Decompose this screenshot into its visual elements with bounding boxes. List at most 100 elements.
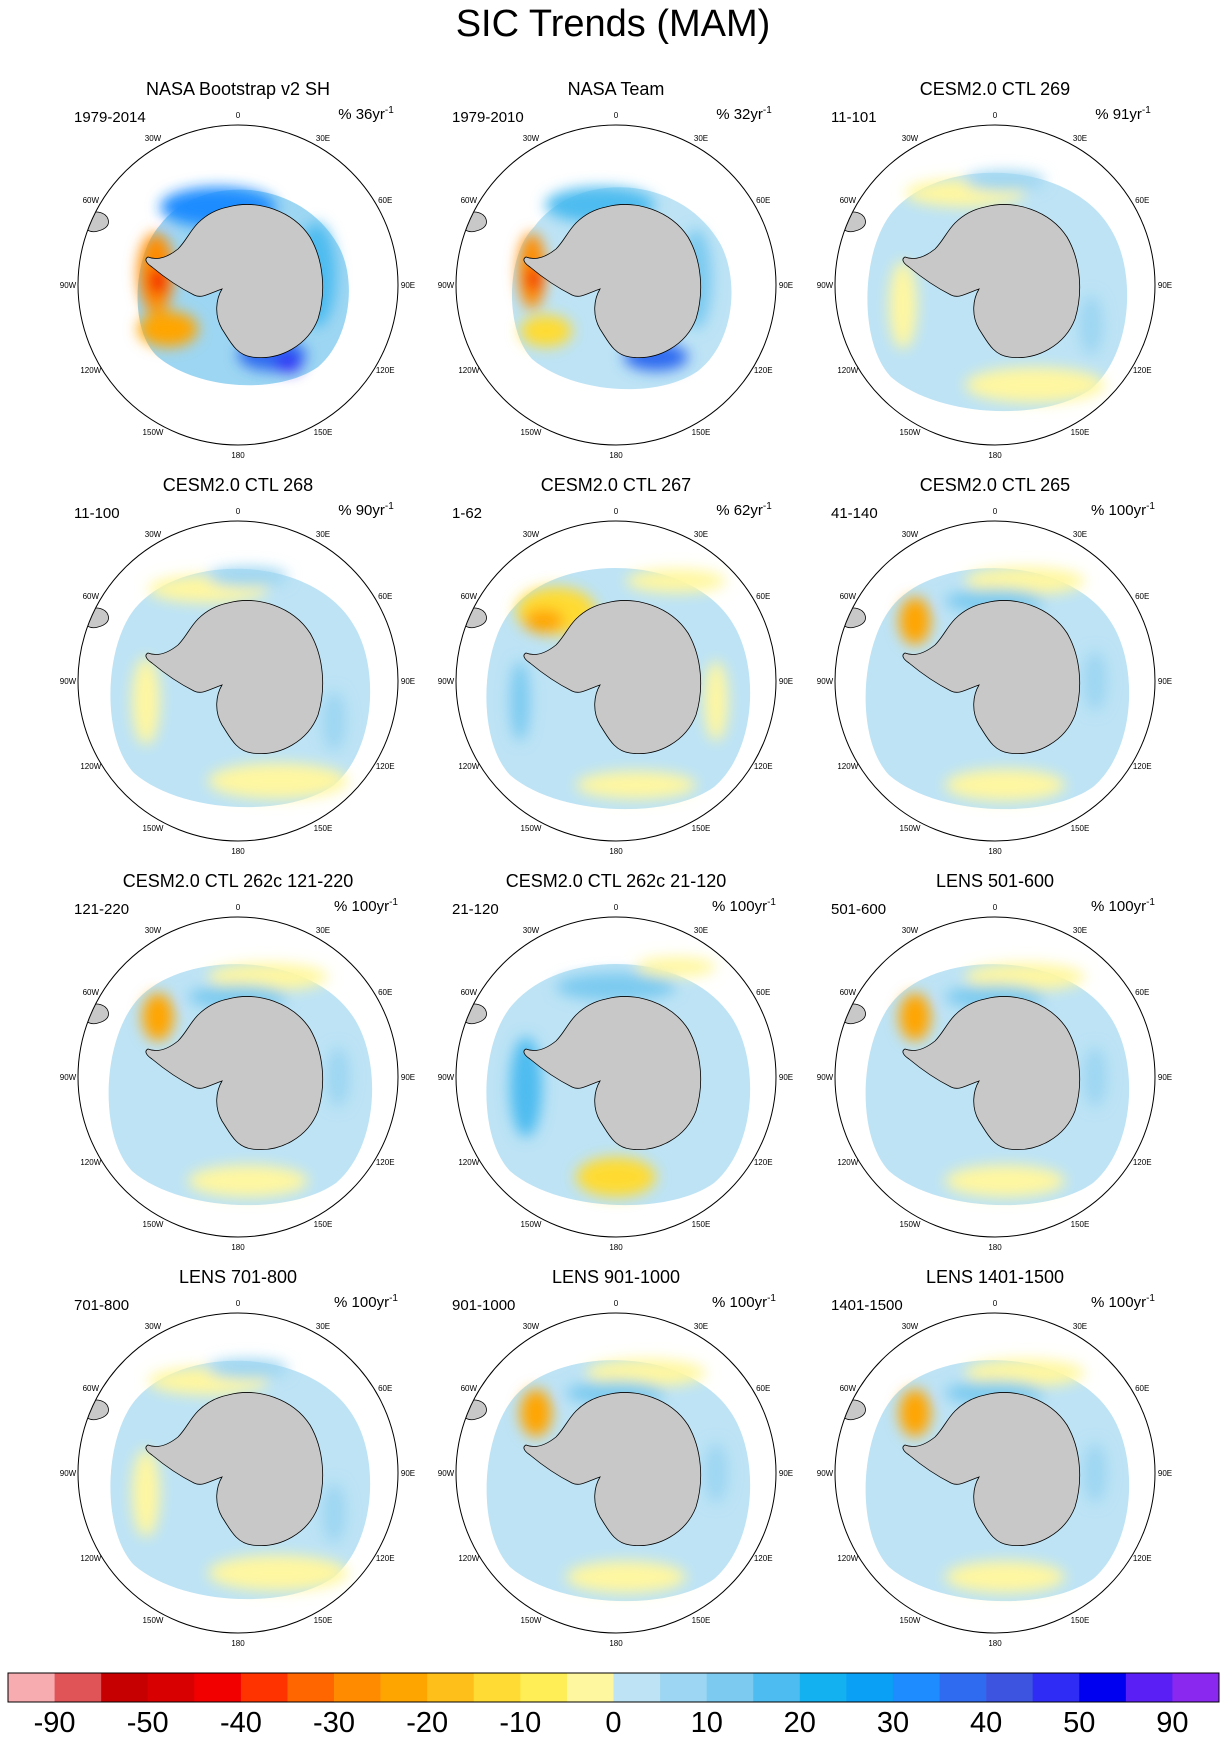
colorbar-swatch-16 (706, 1673, 754, 1702)
panel-units: % 100yr-1 (1091, 1293, 1155, 1311)
lon-label-60e: 60E (756, 196, 770, 205)
colorbar-swatch-10 (427, 1673, 475, 1702)
panel-period: 1979-2014 (74, 109, 146, 126)
lon-label-90w: 90W (60, 1469, 77, 1478)
panel-4: 0 30E 60E 90E 120E 150E 180 150W 120W 90W 60W 30W CE… (60, 475, 415, 856)
lon-label-60e: 60E (378, 196, 392, 205)
lon-label-30e: 30E (694, 1322, 708, 1331)
panel-units: % 91yr-1 (1095, 105, 1151, 123)
colorbar-swatch-6 (240, 1673, 288, 1702)
panel-title: CESM2.0 CTL 265 (920, 475, 1070, 495)
panel-period: 1-62 (452, 505, 482, 522)
polar-map (835, 521, 1155, 841)
colorbar-swatch-4 (147, 1673, 195, 1702)
lon-label-150e: 150E (1071, 824, 1090, 833)
lon-label-30e: 30E (316, 1322, 330, 1331)
lon-label-30w: 30W (145, 926, 162, 935)
colorbar-swatch-8 (334, 1673, 381, 1702)
lon-label-90w: 90W (817, 677, 834, 686)
panel-title: CESM2.0 CTL 269 (920, 79, 1070, 99)
panel-8: 0 30E 60E 90E 120E 150E 180 150W 120W 90W 60W 30W CE… (438, 871, 793, 1252)
lon-label-90w: 90W (438, 1073, 455, 1082)
lon-label-90w: 90W (817, 281, 834, 290)
lon-label-120e: 120E (1133, 366, 1152, 375)
lon-label-180: 180 (609, 1639, 623, 1648)
colorbar-swatch-17 (753, 1673, 801, 1702)
lon-label-60e: 60E (1135, 988, 1149, 997)
lon-label-120w: 120W (80, 1158, 101, 1167)
panel-1: 0 30E 60E 90E 120E 150E 180 150W 120W 90W 60W 30W NA… (60, 79, 415, 460)
lon-label-30w: 30W (902, 134, 919, 143)
colorbar-swatch-3 (101, 1673, 149, 1702)
lon-label-150w: 150W (900, 824, 921, 833)
lon-label-180: 180 (231, 451, 245, 460)
panel-units: % 36yr-1 (338, 105, 394, 123)
map-border (834, 916, 1156, 1238)
lon-label-120w: 120W (458, 1554, 479, 1563)
lon-label-90w: 90W (438, 677, 455, 686)
colorbar-swatch-26 (1172, 1673, 1220, 1702)
map-border (77, 520, 399, 842)
lon-label-30w: 30W (523, 1322, 540, 1331)
panel-2: 0 30E 60E 90E 120E 150E 180 150W 120W 90W 60W 30W NA… (438, 79, 793, 460)
map-border (77, 1312, 399, 1634)
lon-label-120e: 120E (376, 1158, 395, 1167)
lon-label-150w: 150W (143, 1616, 164, 1625)
colorbar-tick-label: -50 (127, 1707, 169, 1738)
lon-label-60e: 60E (378, 988, 392, 997)
lon-label-150e: 150E (692, 428, 711, 437)
panel-title: CESM2.0 CTL 267 (541, 475, 691, 495)
lon-label-120e: 120E (754, 1158, 773, 1167)
lon-label-60w: 60W (461, 988, 478, 997)
panel-period: 21-120 (452, 901, 499, 918)
colorbar-swatch-25 (1125, 1673, 1173, 1702)
lon-label-0: 0 (993, 507, 998, 516)
panel-title: LENS 901-1000 (552, 1267, 680, 1287)
lon-label-0: 0 (614, 507, 619, 516)
lon-label-30w: 30W (902, 926, 919, 935)
polar-map (78, 125, 398, 445)
colorbar-tick-label: 30 (877, 1707, 909, 1738)
polar-map (456, 1313, 776, 1633)
lon-label-150w: 150W (521, 1616, 542, 1625)
panel-units: % 32yr-1 (716, 105, 772, 123)
lon-label-150w: 150W (521, 1220, 542, 1229)
lon-label-60w: 60W (83, 988, 100, 997)
lon-label-0: 0 (236, 507, 241, 516)
panel-title: NASA Bootstrap v2 SH (146, 79, 330, 99)
panel-period: 121-220 (74, 901, 129, 918)
lon-label-30e: 30E (1073, 530, 1087, 539)
lon-label-150w: 150W (143, 824, 164, 833)
lon-label-30e: 30E (1073, 134, 1087, 143)
lon-label-30w: 30W (523, 134, 540, 143)
lon-label-180: 180 (231, 847, 245, 856)
lon-label-90e: 90E (1158, 677, 1172, 686)
panel-period: 501-600 (831, 901, 886, 918)
lon-label-180: 180 (231, 1243, 245, 1252)
panel-7: 0 30E 60E 90E 120E 150E 180 150W 120W 90W 60W 30W CE… (60, 871, 415, 1252)
lon-label-180: 180 (988, 451, 1002, 460)
map-border (455, 1312, 777, 1634)
lon-label-120w: 120W (837, 762, 858, 771)
lon-label-150e: 150E (692, 1616, 711, 1625)
lon-label-180: 180 (988, 847, 1002, 856)
colorbar-tick-label: -20 (406, 1707, 448, 1738)
figure-title: SIC Trends (MAM) (456, 3, 771, 45)
lon-label-0: 0 (993, 903, 998, 912)
lon-label-30w: 30W (902, 1322, 919, 1331)
panel-period: 11-100 (74, 505, 120, 522)
lon-label-60w: 60W (83, 196, 100, 205)
lon-label-60e: 60E (1135, 1384, 1149, 1393)
lon-label-180: 180 (988, 1243, 1002, 1252)
lon-label-90e: 90E (779, 677, 793, 686)
lon-label-120e: 120E (1133, 1158, 1152, 1167)
lon-label-120w: 120W (458, 1158, 479, 1167)
colorbar-swatch-22 (986, 1673, 1033, 1702)
colorbar-tick-label: 50 (1063, 1707, 1095, 1738)
lon-label-90e: 90E (779, 1073, 793, 1082)
colorbar-tick-label: 10 (691, 1707, 723, 1738)
lon-label-180: 180 (609, 451, 623, 460)
polar-map (835, 917, 1155, 1237)
lon-label-180: 180 (609, 1243, 623, 1252)
panel-title: CESM2.0 CTL 268 (163, 475, 313, 495)
